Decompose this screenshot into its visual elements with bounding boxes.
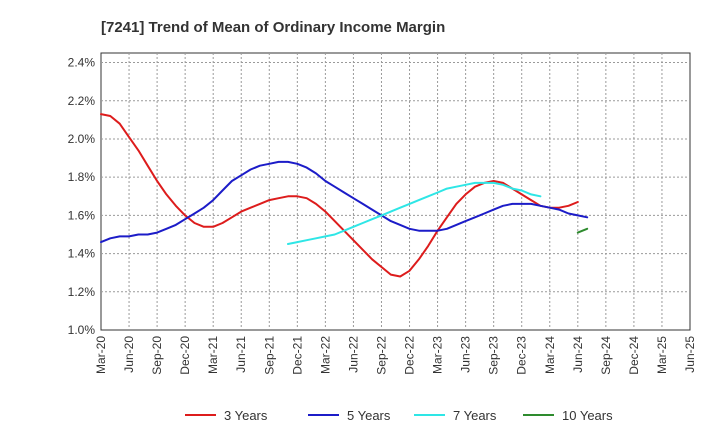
legend: 3 Years 5 Years 7 Years 10 Years [185, 408, 613, 423]
plot-frame [100, 52, 691, 331]
y-tick-label: 1.6% [68, 208, 96, 222]
legend-label: 5 Years [347, 408, 391, 423]
x-tick-label: Jun-20 [122, 336, 136, 373]
x-tick-label: Jun-21 [234, 336, 248, 373]
series-line-1 [100, 113, 579, 278]
x-axis-ticks: Mar-20 Jun-20 Sep-20 Dec-20 Mar-21 Jun-21 Sep-… [94, 336, 697, 375]
legend-label: 10 Years [562, 408, 613, 423]
legend-item-3: 7 Years [414, 408, 497, 423]
y-tick-label: 1.8% [68, 170, 96, 184]
series-line-3 [287, 181, 542, 245]
x-tick-label: Mar-25 [655, 336, 669, 374]
series-line-2 [100, 160, 589, 244]
y-tick-label: 2.0% [68, 132, 96, 146]
plot-area [100, 52, 691, 331]
legend-item-4: 10 Years [523, 408, 613, 423]
legend-item-2: 5 Years [308, 408, 391, 423]
x-tick-label: Mar-20 [94, 336, 108, 374]
y-axis-ticks: 1.0% 1.2% 1.4% 1.6% 1.8% 2.0% 2.2% 2.4% [68, 56, 96, 337]
legend-item-1: 3 Years [185, 408, 268, 423]
x-tick-label: Dec-20 [178, 336, 192, 375]
x-tick-label: Mar-24 [543, 336, 557, 374]
y-tick-label: 1.4% [68, 247, 96, 261]
series-line-4 [576, 227, 589, 234]
x-tick-label: Sep-22 [374, 336, 388, 375]
x-tick-label: Dec-22 [403, 336, 417, 375]
x-tick-label: Mar-23 [431, 336, 445, 374]
y-tick-label: 1.0% [68, 323, 96, 337]
x-tick-label: Sep-24 [599, 336, 613, 375]
y-tick-label: 2.2% [68, 94, 96, 108]
chart-title: [7241] Trend of Mean of Ordinary Income … [101, 19, 445, 36]
x-tick-label: Dec-24 [627, 336, 641, 375]
x-tick-label: Sep-23 [487, 336, 501, 375]
x-tick-label: Jun-23 [459, 336, 473, 373]
legend-label: 3 Years [224, 408, 268, 423]
y-tick-label: 1.2% [68, 285, 96, 299]
x-tick-label: Jun-25 [683, 336, 697, 373]
y-tick-label: 2.4% [68, 56, 96, 70]
x-tick-label: Dec-21 [290, 336, 304, 375]
x-tick-label: Dec-23 [515, 336, 529, 375]
series-lines [100, 113, 589, 278]
x-tick-label: Jun-22 [346, 336, 360, 373]
legend-label: 7 Years [453, 408, 497, 423]
x-tick-label: Mar-22 [318, 336, 332, 374]
x-tick-label: Sep-21 [262, 336, 276, 375]
x-tick-label: Sep-20 [150, 336, 164, 375]
x-tick-label: Mar-21 [206, 336, 220, 374]
x-tick-label: Jun-24 [571, 336, 585, 373]
